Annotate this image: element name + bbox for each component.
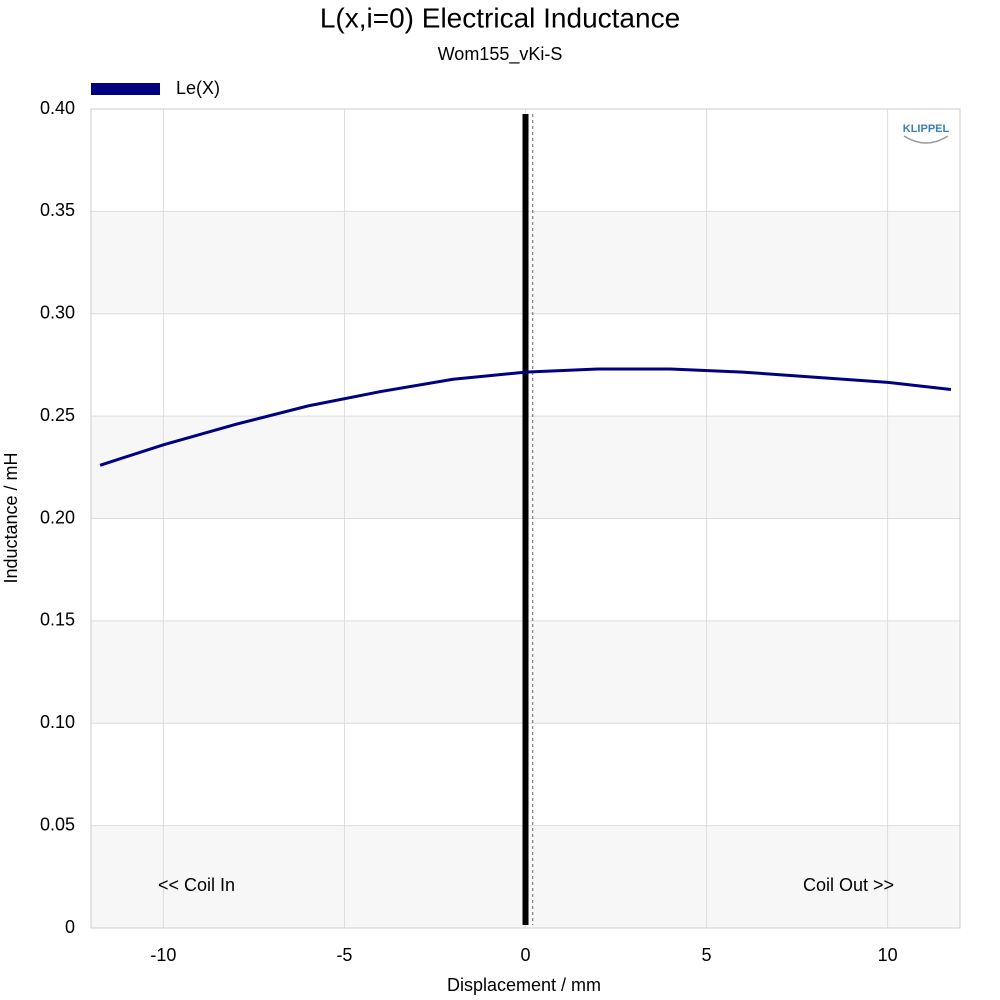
legend-label: Le(X) (176, 78, 220, 98)
y-tick-label: 0 (65, 917, 75, 937)
legend-swatch (91, 83, 160, 95)
x-axis-label: Displacement / mm (447, 975, 601, 995)
x-tick-label: 5 (702, 945, 712, 965)
y-tick-label: 0.10 (40, 712, 75, 732)
x-tick-label: -10 (150, 945, 176, 965)
chart-title: L(x,i=0) Electrical Inductance (320, 2, 680, 33)
x-tick-label: -5 (336, 945, 352, 965)
y-tick-label: 0.35 (40, 200, 75, 220)
x-tick-label: 0 (520, 945, 530, 965)
y-tick-label: 0.25 (40, 405, 75, 425)
plot-border (90, 108, 961, 929)
chart-subtitle: Wom155_vKi-S (438, 44, 563, 65)
annotation: << Coil In (158, 875, 235, 895)
logo-arc (903, 135, 949, 144)
y-tick-label: 0.30 (40, 303, 75, 323)
data-line (99, 367, 952, 467)
y-tick-label: 0.20 (40, 507, 75, 527)
x-tick-label: 10 (878, 945, 898, 965)
logo: KLIPPEL (903, 123, 950, 135)
y-axis-label: Inductance / mH (1, 452, 21, 583)
y-tick-label: 0.15 (40, 610, 75, 630)
y-tick-label: 0.05 (40, 814, 75, 834)
y-tick-label: 0.40 (40, 98, 75, 118)
annotation: Coil Out >> (803, 875, 894, 895)
